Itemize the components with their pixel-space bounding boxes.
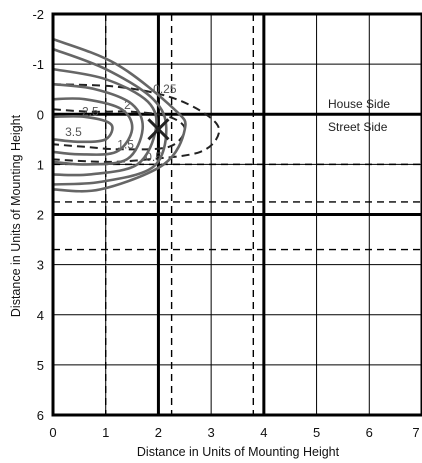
y-tick-label: -1 [32, 57, 44, 72]
y-tick-label: 1 [37, 157, 44, 172]
x-axis-title: Distance in Units of Mounting Height [137, 445, 340, 459]
contour-label: 2 [124, 98, 131, 112]
x-tick-label: 6 [366, 425, 373, 440]
y-tick-label: 2 [37, 208, 44, 223]
x-tick-label: 5 [313, 425, 320, 440]
x-tick-label: 0 [49, 425, 56, 440]
contour-line [52, 82, 145, 166]
contour-line [52, 114, 114, 144]
contour-line [52, 47, 168, 186]
house-side-label: House Side [328, 97, 390, 111]
contour-line [52, 97, 134, 156]
contour-label: 3.5 [65, 125, 82, 139]
plot-frame [51, 12, 422, 417]
x-tick-label: 1 [102, 425, 109, 440]
y-tick-label: 3 [37, 258, 44, 273]
y-tick-label: -2 [32, 7, 44, 22]
x-tick-label: 3 [208, 425, 215, 440]
luminaire-marker [147, 118, 170, 141]
y-axis-title: Distance in Units of Mounting Height [9, 114, 23, 317]
x-tick-label: 7 [412, 425, 419, 440]
contour-line [52, 67, 158, 177]
y-tick-label: 0 [37, 107, 44, 122]
street-side-label: Street Side [328, 120, 388, 134]
contour-line [52, 37, 187, 193]
y-tick-label: 6 [37, 408, 44, 423]
y-tick-label: 5 [37, 358, 44, 373]
y-tick-label: 4 [37, 308, 44, 323]
x-tick-label: 2 [155, 425, 162, 440]
contour-label: 2.5 [82, 105, 99, 119]
x-tick-label: 4 [260, 425, 267, 440]
contour-label: 0.25 [153, 82, 177, 96]
